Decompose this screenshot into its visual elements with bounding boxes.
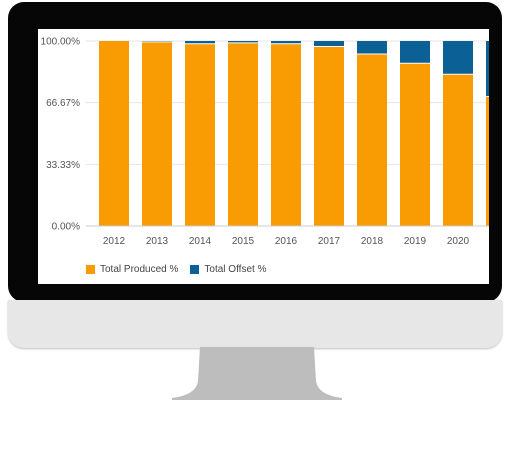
bar-offset[interactable] [228,41,258,43]
monitor-chin [8,300,502,348]
bar-produced[interactable] [142,41,172,226]
legend: Total Produced % Total Offset % [86,264,278,275]
legend-label-produced: Total Produced % [100,264,179,275]
bar-produced[interactable] [271,43,301,227]
y-tick-label: 0.00% [52,222,80,233]
legend-item-produced[interactable]: Total Produced % [86,264,178,275]
bar-produced[interactable] [99,41,129,226]
x-tick-label: 2018 [361,236,384,247]
bar-produced[interactable] [486,96,489,227]
legend-item-offset[interactable]: Total Offset % [190,264,266,275]
bar-offset[interactable] [400,41,430,64]
y-tick-label: 33.33% [46,160,80,171]
bar-produced[interactable] [314,46,344,226]
bar-produced[interactable] [228,42,258,226]
bar-produced[interactable] [357,53,387,227]
y-tick-label: 100.00% [41,37,81,48]
y-tick-label: 66.67% [46,98,80,109]
x-tick-label: 2013 [146,236,169,247]
bar-offset[interactable] [185,41,215,44]
bar-offset[interactable] [443,41,473,75]
bar-produced[interactable] [443,74,473,226]
bar-offset[interactable] [314,41,344,47]
x-tick-label: 2019 [404,236,427,247]
x-tick-label: 2020 [447,236,470,247]
bar-offset[interactable] [357,41,387,54]
bar-produced[interactable] [400,63,430,227]
legend-swatch-offset [190,265,200,274]
stacked-bar-chart: 100.00% 66.67% 33.33% 0.00% 2012 2013 2014 2015… [41,37,489,247]
x-tick-label: 2014 [189,236,212,247]
x-tick-label: 2017 [318,236,341,247]
x-tick-label: 2015 [232,236,255,247]
x-tick-label: 2016 [275,236,298,247]
legend-label-offset: Total Offset % [204,264,267,275]
bar-offset[interactable] [271,41,301,44]
chart-screen: 100.00% 66.67% 33.33% 0.00% 2012 2013 2014 2015… [38,29,489,284]
monitor-bezel: 100.00% 66.67% 33.33% 0.00% 2012 2013 2014 2015… [8,2,502,302]
legend-swatch-produced [86,265,95,274]
bar-produced[interactable] [185,43,215,227]
bar-offset[interactable] [486,41,489,97]
monitor-stand [172,347,342,400]
x-tick-label: 2012 [103,236,126,247]
